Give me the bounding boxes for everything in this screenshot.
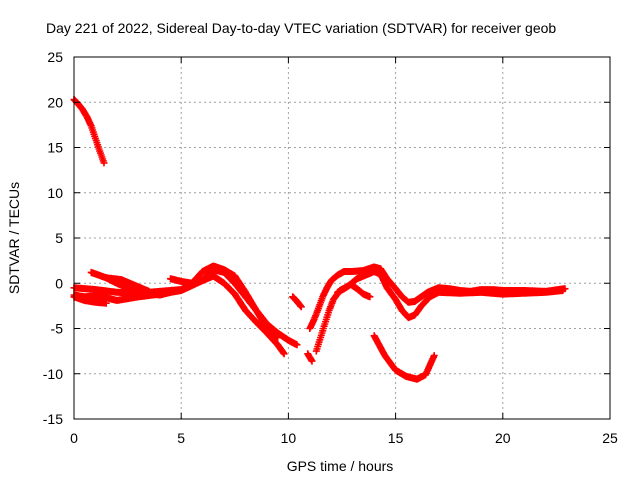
series-arc-1: [70, 96, 108, 167]
series-markers: [370, 332, 438, 383]
x-tick-label: 15: [388, 430, 404, 446]
y-tick-label: -5: [51, 321, 64, 337]
x-axis-label: GPS time / hours: [287, 458, 394, 474]
series-arc-8: [289, 293, 305, 311]
y-tick-label: 20: [47, 94, 63, 110]
series-arc-7: [167, 262, 282, 342]
series-markers: [304, 350, 316, 365]
y-tick-labels: -15 -10 -5 0 5 10 15 20 25: [43, 49, 63, 427]
series-markers: [70, 272, 288, 358]
grid-lines: [74, 57, 610, 419]
series-markers: [334, 280, 374, 301]
y-tick-label: -15: [43, 411, 63, 427]
series-markers: [102, 274, 153, 295]
series-arc-6: [102, 274, 153, 295]
series-markers: [70, 96, 108, 167]
series-arc-12: [334, 280, 374, 301]
y-axis-label: SDTVAR / TECUs: [6, 182, 22, 294]
y-tick-label: 10: [47, 185, 63, 201]
y-tick-label: -10: [43, 366, 63, 382]
y-tick-label: 0: [55, 275, 63, 291]
axis-ticks: [73, 56, 611, 420]
x-tick-label: 10: [281, 430, 297, 446]
y-tick-label: 15: [47, 140, 63, 156]
series-arc-13: [370, 332, 438, 383]
series-arc-3: [70, 272, 288, 358]
series-arc-10: [306, 263, 569, 332]
data-points: [70, 96, 569, 383]
x-tick-label: 0: [70, 430, 78, 446]
y-tick-label: 5: [55, 230, 63, 246]
chart-title: Day 221 of 2022, Sidereal Day-to-day VTE…: [46, 20, 556, 36]
series-arc-9: [304, 350, 316, 365]
x-tick-label: 5: [177, 430, 185, 446]
series-markers: [167, 262, 282, 342]
x-tick-label: 25: [602, 430, 618, 446]
series-markers: [289, 293, 305, 311]
y-tick-label: 25: [47, 49, 63, 65]
x-tick-labels: 0 5 10 15 20 25: [70, 430, 618, 446]
x-tick-label: 20: [495, 430, 511, 446]
series-markers: [306, 263, 569, 332]
